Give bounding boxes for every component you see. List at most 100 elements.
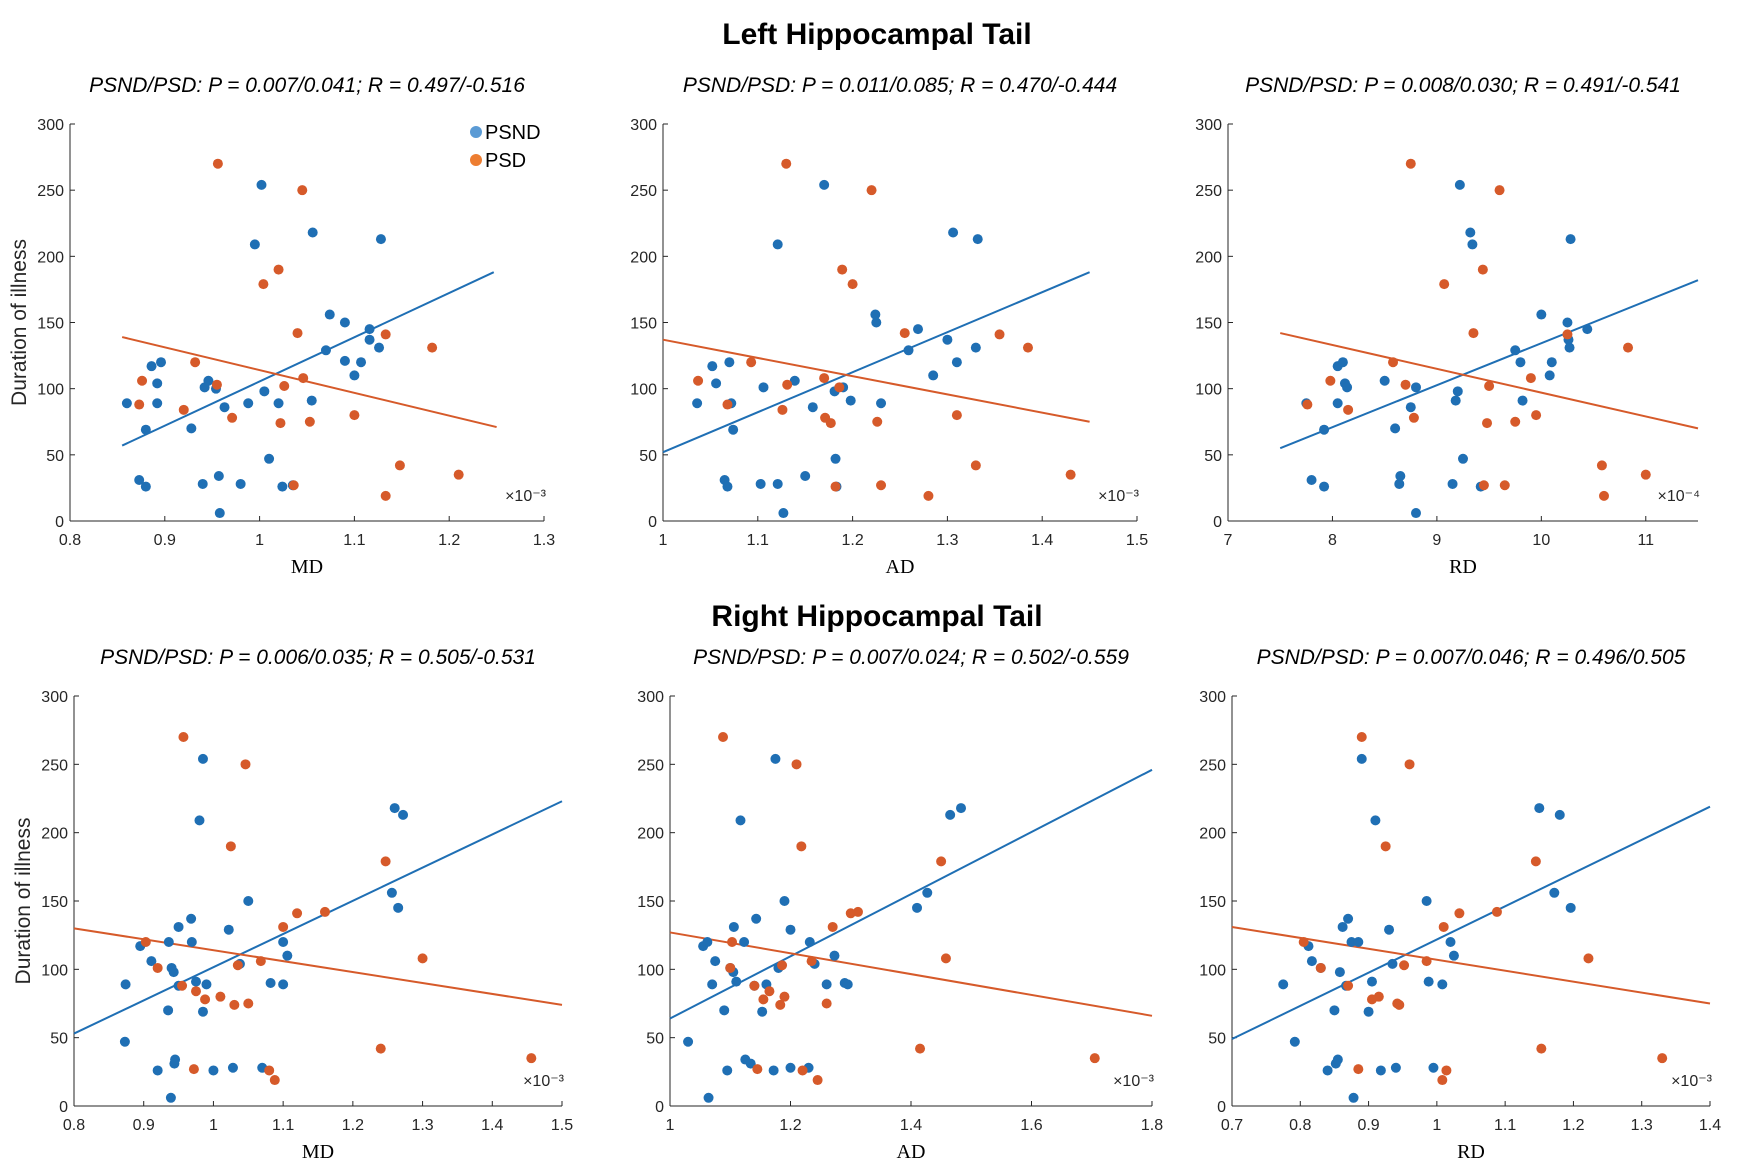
data-point-psnd (1458, 453, 1468, 464)
data-point-psd (827, 921, 838, 932)
x-tick-label: 1 (666, 1117, 675, 1134)
x-axis-multiplier: ×10⁻³ (1671, 1073, 1713, 1090)
y-tick-label: 250 (37, 183, 64, 200)
data-point-psd (797, 1065, 808, 1076)
data-point-psd (951, 410, 962, 421)
data-point-psd (225, 841, 236, 852)
y-axis-label: Duration of illness (12, 818, 35, 985)
x-tick-label: 1.3 (411, 1117, 433, 1134)
scatter-panel-2: PSND/PSD: P = 0.011/0.085; R = 0.470/-0.… (630, 74, 1148, 578)
data-point-psnd (1289, 1036, 1300, 1047)
data-point-psd (273, 264, 284, 275)
data-point-psd (278, 921, 289, 932)
data-point-psnd (735, 815, 746, 826)
data-point-psd (758, 994, 769, 1005)
data-point-psnd (119, 1036, 130, 1047)
data-point-psnd (214, 508, 225, 519)
data-point-psd (1499, 480, 1510, 491)
data-point-psnd (163, 1005, 174, 1016)
fit-line-psd (662, 338, 1090, 423)
data-point-psnd (1329, 1005, 1340, 1016)
data-point-psnd (170, 1054, 181, 1065)
data-point-psnd (1353, 937, 1364, 947)
data-point-psnd (1510, 345, 1521, 356)
data-point-psd (872, 416, 883, 427)
fit-line-psd (121, 336, 497, 429)
data-point-psd (727, 937, 738, 947)
x-tick-label: 1 (1432, 1117, 1441, 1134)
data-point-psnd (277, 481, 288, 492)
data-point-psd (746, 357, 757, 368)
y-tick-label: 50 (1204, 448, 1222, 465)
data-point-psnd (1334, 967, 1345, 978)
data-point-psnd (970, 342, 981, 353)
data-point-psnd (1366, 976, 1377, 987)
y-tick-label: 50 (646, 1031, 664, 1048)
y-tick-label: 300 (1199, 689, 1226, 706)
data-point-psnd (264, 453, 275, 464)
data-point-psd (190, 357, 201, 368)
data-point-psnd (265, 978, 276, 988)
data-point-psd (1408, 412, 1419, 423)
data-point-psd (292, 908, 303, 919)
data-point-psd (319, 906, 330, 917)
y-tick-label: 250 (637, 757, 664, 774)
y-tick-label: 300 (637, 689, 664, 706)
data-point-psd (725, 962, 736, 973)
panel-title: PSND/PSD: P = 0.007/0.024; R = 0.502/-0.… (693, 646, 1129, 669)
data-point-psd (830, 481, 841, 492)
data-point-psd (1394, 999, 1405, 1010)
data-point-psnd (146, 361, 157, 372)
data-point-psd (1439, 279, 1450, 290)
data-point-psnd (772, 478, 783, 489)
data-point-psnd (1390, 423, 1401, 434)
fit-line-psnd (662, 271, 1090, 454)
data-point-psnd (807, 402, 818, 413)
data-point-psd (1530, 856, 1541, 867)
data-point-psnd (186, 423, 197, 434)
data-point-psd (349, 410, 360, 421)
data-point-psnd (1411, 382, 1421, 393)
data-point-psnd (758, 382, 769, 393)
data-point-psnd (278, 937, 289, 947)
data-point-psnd (1554, 809, 1565, 820)
data-point-psnd (213, 471, 224, 482)
data-point-psnd (1319, 481, 1330, 492)
data-point-psd (915, 1043, 926, 1054)
y-tick-label: 100 (637, 962, 664, 979)
data-point-psnd (273, 398, 284, 409)
data-point-psnd (728, 921, 739, 932)
data-point-psnd (1363, 1006, 1374, 1017)
x-tick-label: 1 (255, 532, 264, 549)
data-point-psnd (755, 478, 766, 489)
data-point-psd (834, 382, 845, 393)
data-point-psnd (1384, 924, 1395, 935)
y-tick-label: 100 (630, 382, 657, 399)
data-point-psd (936, 856, 947, 867)
y-tick-label: 0 (1213, 514, 1222, 531)
data-point-psnd (197, 478, 208, 489)
x-axis-multiplier: ×10⁻³ (505, 488, 547, 505)
data-point-psnd (739, 937, 750, 947)
data-point-psnd (1343, 913, 1354, 924)
data-point-psd (1562, 329, 1573, 340)
data-point-psnd (186, 913, 197, 924)
data-point-psnd (1447, 478, 1458, 489)
data-point-psd (304, 416, 315, 427)
data-point-psnd (1411, 508, 1421, 519)
data-point-psd (1405, 158, 1416, 169)
data-point-psnd (173, 921, 184, 932)
data-point-psnd (722, 481, 733, 492)
y-tick-label: 300 (1195, 117, 1222, 134)
data-point-psnd (349, 370, 360, 381)
data-point-psnd (219, 402, 230, 413)
data-point-psnd (972, 234, 983, 245)
data-point-psd (1343, 404, 1354, 415)
y-tick-label: 50 (46, 448, 64, 465)
data-point-psd (796, 841, 807, 852)
data-point-psd (1399, 960, 1410, 971)
data-point-psd (269, 1075, 280, 1086)
y-axis-label: Duration of illness (8, 239, 31, 406)
section-title-left: Left Hippocampal Tail (722, 18, 1031, 51)
data-point-psd (994, 329, 1005, 340)
